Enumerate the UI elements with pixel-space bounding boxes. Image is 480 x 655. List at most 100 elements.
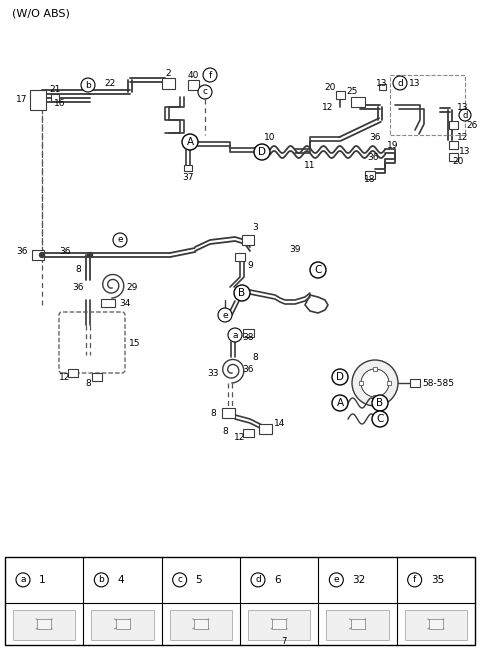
Text: 40: 40 [187,71,199,79]
Text: 29: 29 [126,282,138,291]
Text: 12: 12 [234,432,246,441]
Text: 34: 34 [120,299,131,307]
Bar [387,381,391,385]
Text: e: e [117,236,123,244]
Text: 15: 15 [129,339,141,348]
Bar [30,90,46,110]
Circle shape [251,573,265,587]
Circle shape [113,233,127,247]
Text: 5: 5 [196,575,202,585]
Text: 6: 6 [274,575,281,585]
Text: 14: 14 [274,419,286,428]
Text: 21: 21 [49,86,60,94]
Bar [116,619,130,629]
Circle shape [310,262,326,278]
Circle shape [393,76,407,90]
Text: f: f [208,71,212,79]
Bar [259,424,272,434]
Text: 32: 32 [352,575,366,585]
Text: f: f [413,575,416,584]
Text: D: D [258,147,266,157]
Bar [448,141,457,149]
Text: B: B [239,288,246,298]
Text: 10: 10 [264,132,276,141]
Bar [13,610,75,640]
Circle shape [198,85,212,99]
Bar [169,610,232,640]
Bar [194,619,208,629]
Text: 35: 35 [431,575,444,585]
Text: A: A [336,398,344,408]
Bar [326,610,389,640]
Text: (W/O ABS): (W/O ABS) [12,8,70,18]
Text: 36: 36 [369,132,381,141]
Text: c: c [203,88,207,96]
Bar [242,329,253,337]
Text: d: d [255,575,261,584]
Circle shape [361,369,389,397]
Circle shape [218,308,232,322]
Circle shape [459,109,471,121]
Bar [92,373,102,381]
Circle shape [228,328,242,342]
Text: 36: 36 [367,153,379,162]
Circle shape [234,285,250,301]
Text: A: A [186,137,193,147]
Bar [32,250,44,260]
Text: 2: 2 [165,69,171,77]
Bar [405,610,467,640]
Text: 8: 8 [75,265,81,274]
Text: 13: 13 [376,79,388,88]
Bar [242,235,254,245]
Bar [379,84,385,90]
Text: 39: 39 [289,246,301,255]
Bar [272,619,286,629]
Text: 33: 33 [207,369,219,377]
Text: c: c [177,575,182,584]
Text: d: d [397,79,403,88]
Text: d: d [462,111,468,119]
Bar [429,619,443,629]
Text: 3: 3 [252,223,258,233]
Bar [448,121,457,129]
Bar [351,97,365,107]
Bar [184,165,192,171]
Text: 22: 22 [104,79,116,88]
Circle shape [173,573,187,587]
Circle shape [81,78,95,92]
Bar [373,395,377,399]
Text: 1: 1 [39,575,46,585]
Bar [188,80,199,90]
Bar [448,153,457,161]
Circle shape [39,252,45,257]
Text: 58-585: 58-585 [422,379,454,388]
Bar [5,557,475,645]
Text: 8: 8 [252,352,258,362]
Circle shape [372,395,388,411]
Text: b: b [98,575,104,584]
Text: 13: 13 [457,102,469,111]
Text: 11: 11 [304,160,316,170]
Text: 8: 8 [222,426,228,436]
Bar [410,379,420,387]
Circle shape [16,573,30,587]
Text: 36: 36 [59,248,71,257]
Text: 7: 7 [281,637,287,646]
Text: 17: 17 [16,96,28,105]
Text: 12: 12 [322,102,334,111]
Text: 19: 19 [387,141,399,149]
Circle shape [87,252,93,257]
Bar [101,299,115,307]
Text: e: e [222,310,228,320]
Bar [91,610,154,640]
Bar [235,253,245,261]
Text: 37: 37 [182,172,194,181]
Circle shape [372,411,388,427]
Bar [336,91,345,99]
Text: 8: 8 [85,379,91,388]
Text: 13: 13 [459,147,471,155]
Bar [350,619,364,629]
Circle shape [203,68,217,82]
Text: 12: 12 [60,373,71,381]
Bar [359,381,363,385]
